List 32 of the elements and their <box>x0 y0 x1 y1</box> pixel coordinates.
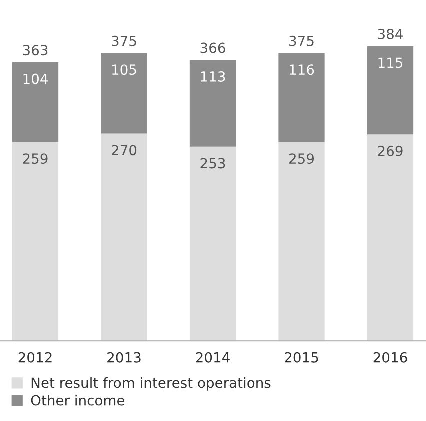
legend-label: Other income <box>31 395 125 406</box>
x-tick-label: 2016 <box>374 352 408 363</box>
data-label: 105 <box>112 64 136 76</box>
data-label: 104 <box>24 74 48 84</box>
data-label: 270 <box>112 145 137 156</box>
x-tick-label: 2013 <box>108 352 141 363</box>
data-label: 269 <box>378 146 403 156</box>
total-label: 363 <box>23 45 48 56</box>
bar <box>101 53 148 134</box>
bar <box>190 60 236 147</box>
data-label: 113 <box>201 71 226 82</box>
data-label: 116 <box>290 64 314 76</box>
data-label: 259 <box>23 154 48 164</box>
x-tick-label: 2015 <box>285 352 318 363</box>
x-tick-label: 2012 <box>18 352 52 363</box>
data-label: 253 <box>200 158 226 169</box>
total-label: 384 <box>378 28 403 40</box>
total-label: 375 <box>112 36 136 46</box>
bar <box>278 142 325 342</box>
bar <box>12 142 59 342</box>
bar <box>12 62 59 142</box>
bar <box>278 53 325 142</box>
bar <box>367 134 414 342</box>
bar <box>367 46 414 135</box>
bar <box>101 134 148 342</box>
total-label: 375 <box>290 36 314 46</box>
x-tick-label: 2014 <box>196 352 230 363</box>
bar <box>190 146 236 342</box>
total-label: 366 <box>200 42 226 54</box>
data-label: 259 <box>290 154 314 164</box>
legend-label: Net result from interest operations <box>32 377 271 391</box>
data-label: 115 <box>378 58 403 68</box>
